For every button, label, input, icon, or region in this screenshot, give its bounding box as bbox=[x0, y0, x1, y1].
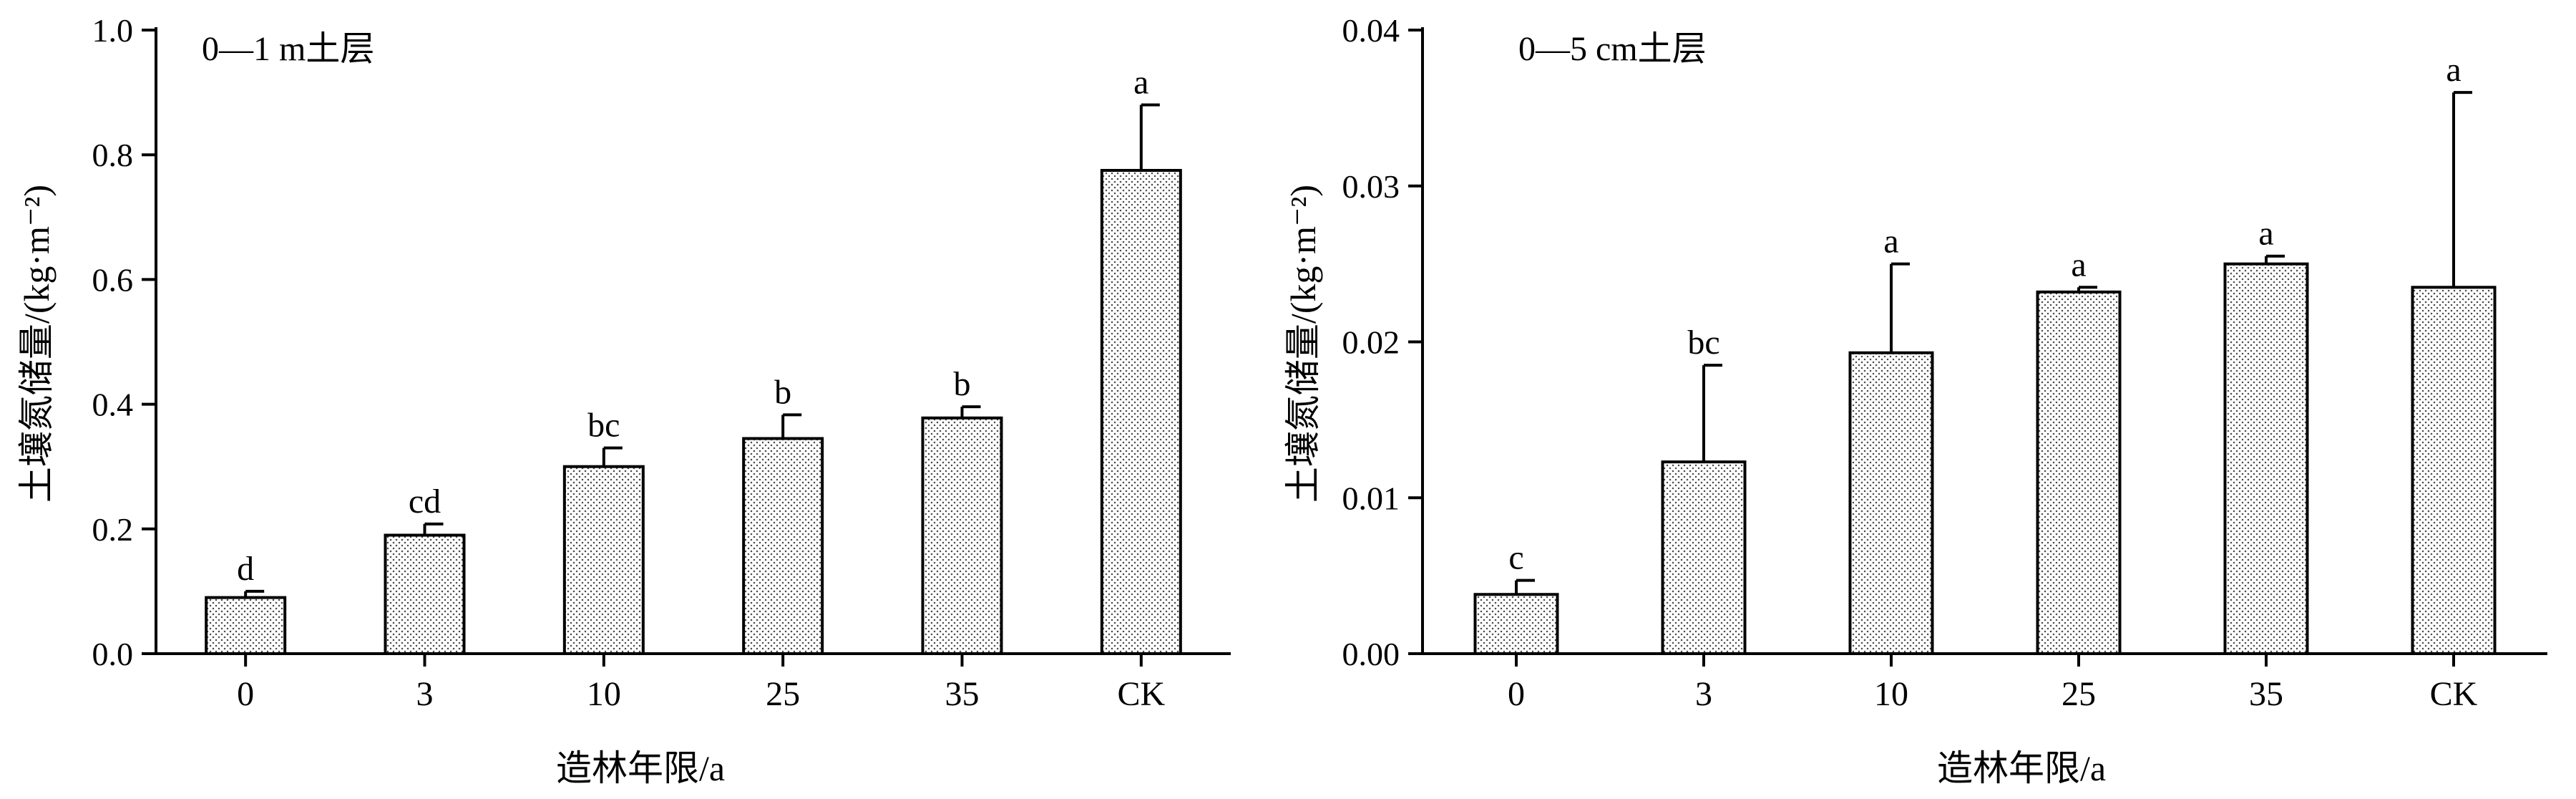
significance-letter: a bbox=[2258, 215, 2273, 253]
significance-letter: a bbox=[1883, 223, 1898, 261]
chart-panel-soil-0-5cm: 0—5 cm土层 土壤氮储量/(kg·m⁻²) 造林年限/a 0.00 0.01 0… bbox=[1283, 12, 2547, 788]
bar bbox=[2223, 262, 2309, 655]
y-tick-label: 1.0 bbox=[92, 12, 134, 49]
bar bbox=[2411, 286, 2497, 655]
bar bbox=[1848, 351, 1934, 655]
y-tick-label: 0.4 bbox=[92, 387, 134, 423]
panel-title: 0—5 cm土层 bbox=[1518, 30, 1707, 68]
x-tick-label: 25 bbox=[2062, 675, 2096, 713]
significance-letter: b bbox=[774, 373, 791, 411]
y-tick-label: 0.01 bbox=[1342, 480, 1400, 516]
x-tick-label: 10 bbox=[587, 675, 621, 713]
significance-letter: a bbox=[1133, 64, 1148, 102]
bar bbox=[1100, 168, 1182, 656]
x-tick-label: 25 bbox=[766, 675, 800, 713]
y-tick-label: 0.02 bbox=[1342, 324, 1400, 361]
y-tick-label: 0.0 bbox=[92, 636, 134, 672]
y-axis-label: 土壤氮储量/(kg·m⁻²) bbox=[1283, 185, 1323, 503]
y-tick-label: 0.8 bbox=[92, 137, 134, 173]
significance-letter: a bbox=[2446, 51, 2461, 89]
x-tick-label: 3 bbox=[416, 675, 434, 713]
x-axis-label: 造林年限/a bbox=[1937, 748, 2106, 788]
x-tick-label: 35 bbox=[2249, 675, 2283, 713]
y-tick-label: 0.03 bbox=[1342, 168, 1400, 205]
bar bbox=[921, 416, 1003, 656]
y-tick-label: 0.2 bbox=[92, 511, 134, 548]
significance-letter: d bbox=[237, 550, 254, 588]
x-tick-label: CK bbox=[2430, 675, 2478, 713]
chart-panel-soil-0-1m: 0—1 m土层 土壤氮储量/(kg·m⁻²) 造林年限/a 0.0 0.2 0.4 0… bbox=[16, 12, 1231, 788]
bar bbox=[384, 533, 466, 656]
y-tick-label: 0.00 bbox=[1342, 636, 1400, 672]
panel-title: 0—1 m土层 bbox=[202, 30, 374, 68]
bar bbox=[205, 596, 287, 655]
x-tick-label: 0 bbox=[1508, 675, 1525, 713]
x-tick-label: CK bbox=[1117, 675, 1165, 713]
significance-letter: bc bbox=[1687, 324, 1719, 362]
significance-letter: c bbox=[1508, 539, 1523, 577]
bar bbox=[1661, 460, 1747, 655]
bar bbox=[2036, 290, 2122, 655]
y-tick-label: 0.6 bbox=[92, 261, 134, 298]
bar bbox=[1473, 593, 1559, 656]
x-tick-label: 10 bbox=[1874, 675, 1908, 713]
x-tick-label: 35 bbox=[945, 675, 980, 713]
significance-letter: a bbox=[2071, 246, 2086, 284]
x-axis-label: 造林年限/a bbox=[556, 748, 725, 788]
significance-letter: bc bbox=[587, 407, 620, 445]
y-tick-label: 0.04 bbox=[1342, 12, 1400, 49]
bar bbox=[742, 437, 824, 655]
significance-letter: b bbox=[954, 365, 971, 403]
x-tick-label: 0 bbox=[237, 675, 254, 713]
y-axis-label: 土壤氮储量/(kg·m⁻²) bbox=[16, 185, 57, 503]
x-tick-label: 3 bbox=[1695, 675, 1712, 713]
bar bbox=[562, 465, 645, 655]
significance-letter: cd bbox=[409, 483, 441, 520]
